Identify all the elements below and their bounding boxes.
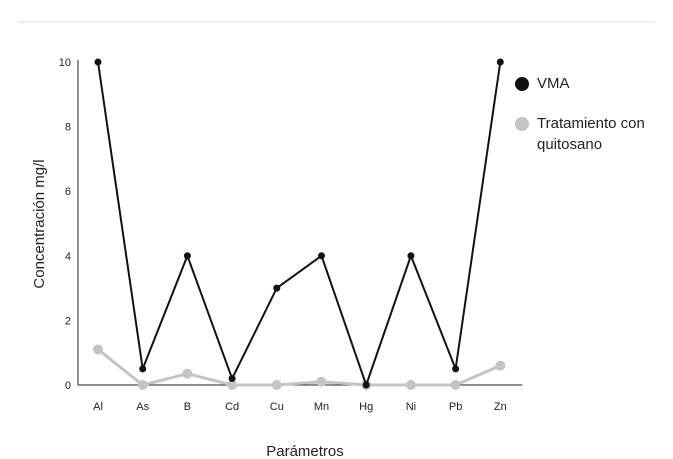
x-tick-label: Cu — [270, 401, 284, 413]
y-tick-label: 10 — [59, 57, 71, 69]
x-tick-label: B — [184, 401, 191, 413]
legend-label: quitosano — [537, 136, 602, 153]
y-tick-label: 2 — [65, 315, 71, 327]
data-point — [318, 252, 325, 260]
series-line — [97, 348, 501, 387]
legend-marker — [515, 117, 529, 131]
chart-axes: 0 2 4 6 8 10 Al As B Cd Cu Mn Hg Ni Pb Zn — [59, 57, 523, 413]
legend: VMA Tratamiento con quitosano — [515, 75, 645, 153]
data-point — [407, 252, 415, 260]
y-tick-label: 0 — [65, 380, 71, 392]
data-point — [450, 380, 461, 390]
x-axis-title: Parámetros — [266, 443, 344, 459]
series-layer — [93, 58, 506, 390]
x-tick-label: Zn — [494, 401, 507, 413]
y-tick-label: 4 — [65, 251, 71, 263]
legend-marker — [515, 77, 529, 91]
data-point — [139, 365, 147, 373]
series-1 — [93, 344, 506, 390]
x-tick-label: Pb — [449, 401, 462, 413]
y-tick-label: 6 — [65, 186, 71, 198]
data-point — [316, 376, 327, 387]
data-point — [496, 58, 504, 66]
data-point — [452, 365, 460, 373]
x-tick-label: Ni — [406, 401, 416, 413]
legend-label: Tratamiento con — [537, 115, 645, 132]
data-point — [273, 284, 281, 292]
legend-label: VMA — [537, 75, 570, 92]
series-line — [97, 61, 502, 386]
series-0 — [94, 58, 504, 389]
data-point — [182, 368, 193, 379]
data-point — [183, 252, 191, 260]
data-point — [495, 360, 506, 371]
data-point — [137, 380, 148, 390]
x-tick-label: Al — [93, 401, 103, 413]
y-axis-title: Concentración mg/l — [31, 159, 48, 288]
y-tick-label: 8 — [65, 122, 71, 134]
data-point — [405, 380, 416, 390]
data-point — [362, 381, 370, 389]
data-point — [94, 58, 102, 66]
data-point — [93, 344, 103, 355]
x-tick-label: Mn — [314, 401, 329, 413]
data-point — [227, 380, 238, 390]
data-point — [271, 380, 282, 390]
x-tick-label: Hg — [359, 401, 373, 413]
x-tick-label: As — [136, 401, 149, 413]
data-point — [228, 375, 236, 383]
x-tick-label: Cd — [225, 401, 239, 413]
